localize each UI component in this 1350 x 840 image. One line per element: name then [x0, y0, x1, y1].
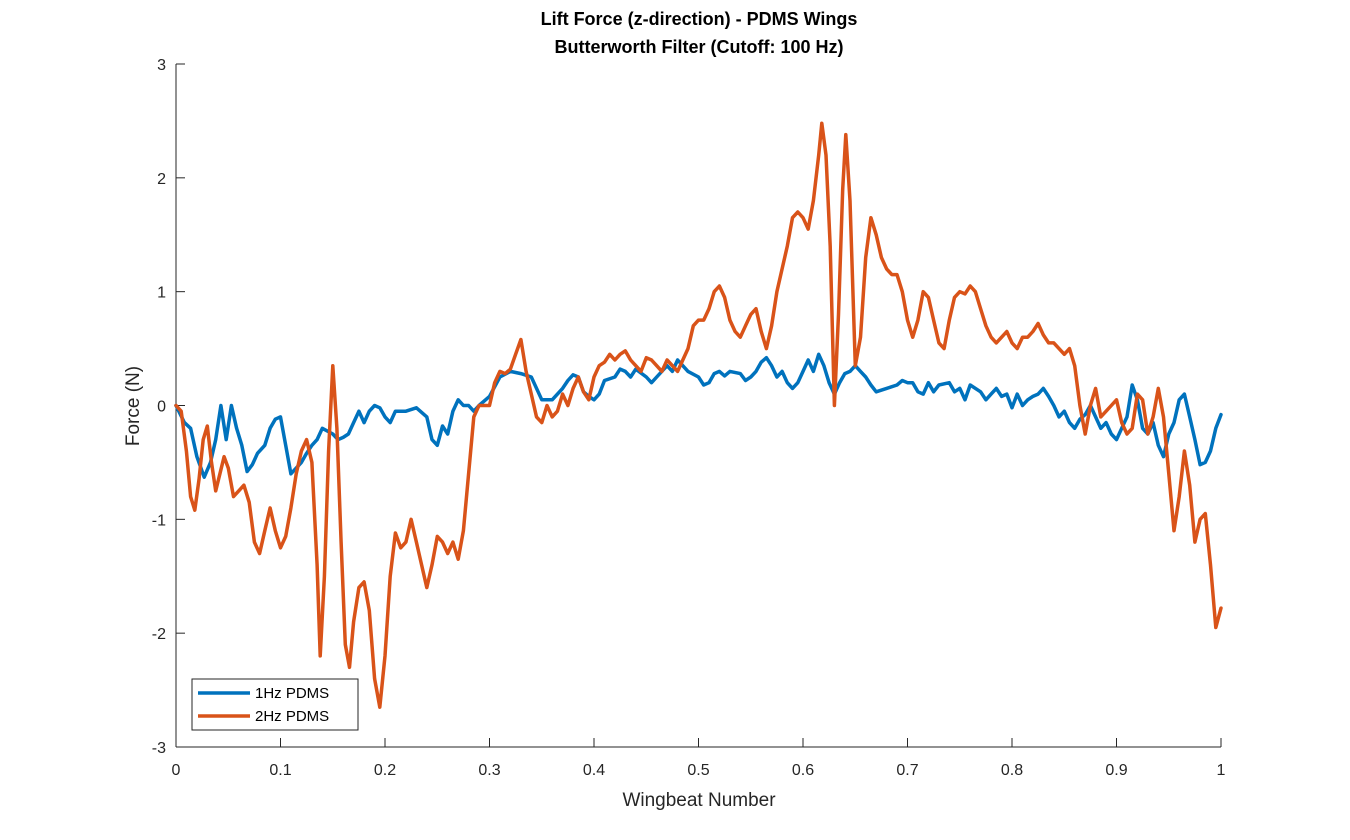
legend-label-1: 1Hz PDMS — [255, 685, 329, 702]
legend: 1Hz PDMS 2Hz PDMS — [191, 678, 359, 731]
x-tick-label: 0.4 — [583, 762, 605, 779]
y-tick-label: 1 — [157, 285, 166, 302]
x-tick-label: 0.5 — [687, 762, 709, 779]
x-tick-label: 0.9 — [1105, 762, 1127, 779]
chart-title: Lift Force (z-direction) - PDMS Wings — [541, 9, 858, 29]
y-tick-label: 3 — [157, 57, 166, 74]
x-tick-label: 0.7 — [896, 762, 918, 779]
y-tick-label: 0 — [157, 399, 166, 416]
x-tick-label: 0.6 — [792, 762, 814, 779]
x-tick-label: 0.8 — [1001, 762, 1023, 779]
plot-area — [174, 121, 1223, 709]
y-tick-label: -1 — [152, 512, 166, 529]
series-line-2 — [174, 121, 1223, 709]
y-axis-label: Force (N) — [123, 366, 144, 446]
x-axis-label: Wingbeat Number — [622, 790, 776, 811]
x-tick-label: 0 — [172, 762, 181, 779]
chart-subtitle: Butterworth Filter (Cutoff: 100 Hz) — [555, 37, 844, 57]
legend-label-2: 2Hz PDMS — [255, 708, 329, 725]
y-tick-label: 2 — [157, 171, 166, 188]
x-tick-label: 0.1 — [269, 762, 291, 779]
x-axis-ticks: 0 0.1 0.2 0.3 0.4 0.5 0.6 0.7 0.8 0.9 1 — [172, 738, 1226, 779]
x-tick-label: 0.3 — [478, 762, 500, 779]
y-tick-label: -3 — [152, 740, 166, 757]
y-axis-ticks: -3 -2 -1 0 1 2 3 — [152, 57, 185, 757]
y-tick-label: -2 — [152, 626, 166, 643]
series-line-1 — [174, 352, 1223, 479]
legend-box — [191, 678, 359, 731]
x-tick-label: 0.2 — [374, 762, 396, 779]
x-tick-label: 1 — [1217, 762, 1226, 779]
